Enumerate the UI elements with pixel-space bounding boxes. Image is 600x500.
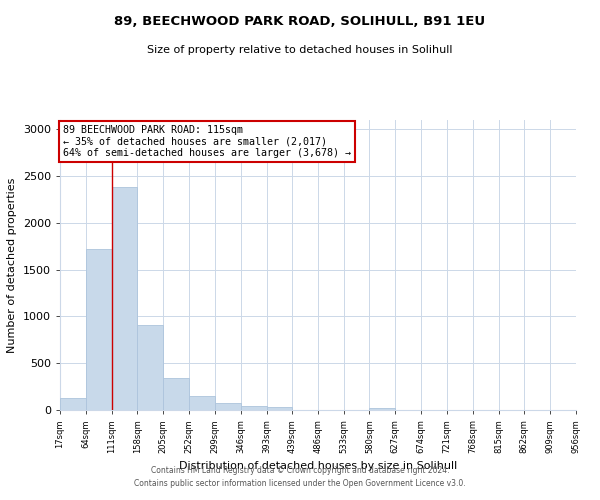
Bar bbox=[215, 402, 241, 410]
Bar bbox=[60, 398, 86, 410]
Bar bbox=[241, 406, 266, 410]
Bar bbox=[163, 378, 189, 410]
Text: Contains HM Land Registry data © Crown copyright and database right 2024.
Contai: Contains HM Land Registry data © Crown c… bbox=[134, 466, 466, 487]
Bar bbox=[189, 396, 215, 410]
Bar bbox=[266, 406, 292, 410]
Text: Size of property relative to detached houses in Solihull: Size of property relative to detached ho… bbox=[147, 45, 453, 55]
Y-axis label: Number of detached properties: Number of detached properties bbox=[7, 178, 17, 352]
X-axis label: Distribution of detached houses by size in Solihull: Distribution of detached houses by size … bbox=[179, 462, 457, 471]
Bar bbox=[112, 188, 137, 410]
Bar bbox=[137, 325, 163, 410]
Bar bbox=[86, 249, 112, 410]
Text: 89, BEECHWOOD PARK ROAD, SOLIHULL, B91 1EU: 89, BEECHWOOD PARK ROAD, SOLIHULL, B91 1… bbox=[115, 15, 485, 28]
Bar bbox=[370, 408, 395, 410]
Text: 89 BEECHWOOD PARK ROAD: 115sqm
← 35% of detached houses are smaller (2,017)
64% : 89 BEECHWOOD PARK ROAD: 115sqm ← 35% of … bbox=[63, 124, 351, 158]
